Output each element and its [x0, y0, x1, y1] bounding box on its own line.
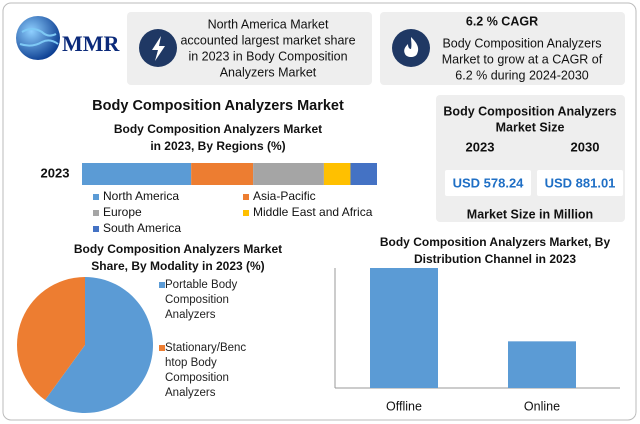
chart-title: Share, By Modality in 2023 (%) [91, 259, 264, 273]
size-value: USD 578.24 [453, 175, 525, 190]
panel-footer: Market Size in Million [467, 207, 593, 221]
year-label: 2030 [571, 139, 600, 154]
info-text: Analyzers Market [220, 65, 317, 79]
info-title: 6.2 % CAGR [466, 14, 538, 28]
info-text: North America Market [208, 17, 329, 31]
info-text: Body Composition Analyzers [442, 36, 601, 50]
panel-title: Market Size [496, 120, 565, 134]
chart-title: Body Composition Analyzers Market [74, 242, 282, 256]
chart-title: Body Composition Analyzers Market, By [380, 235, 611, 249]
legend-label: Europe [103, 205, 142, 219]
pie-slice [45, 277, 153, 413]
info-box [380, 12, 625, 85]
panel-title: Body Composition Analyzers [443, 104, 616, 118]
legend-label: Middle East and Africa [253, 205, 373, 219]
x-tick-label: Online [524, 399, 560, 413]
legend-label: Asia-Pacific [253, 189, 316, 203]
logo-globe [16, 16, 60, 60]
info-text: 6.2 % during 2024-2030 [455, 68, 588, 82]
year-label: 2023 [466, 139, 495, 154]
legend-swatch [93, 226, 99, 232]
legend-swatch [159, 345, 165, 351]
legend-swatch [243, 210, 249, 216]
legend-label: South America [103, 221, 181, 235]
icon-flame [404, 37, 419, 57]
legend-label: North America [103, 189, 179, 203]
value-box [445, 170, 531, 196]
bar-segment [191, 163, 254, 185]
chart-title: in 2023, By Regions (%) [150, 139, 285, 153]
info-box [127, 12, 372, 85]
logo-text: MMR [62, 31, 121, 56]
legend-swatch [159, 282, 165, 288]
icon-bolt [152, 36, 165, 61]
info-text: Market to grow at a CAGR of [442, 52, 603, 66]
size-value: USD 881.01 [545, 175, 616, 190]
value-box [537, 170, 623, 196]
chart-title: Body Composition Analyzers Market [114, 122, 322, 136]
bar [370, 268, 438, 388]
y-tick-label: 2023 [41, 165, 70, 180]
legend-label: Portable Body Composition Analyzers [165, 279, 238, 321]
bar-segment [253, 163, 324, 185]
pie-slice [16, 277, 85, 401]
logo-globe-lines [19, 28, 59, 47]
legend-swatch [243, 194, 249, 200]
bar-segment [323, 163, 351, 185]
icon [392, 29, 430, 67]
bar [508, 341, 576, 388]
x-tick-label: Offline [386, 399, 422, 413]
info-text: accounted largest market share [180, 33, 355, 47]
legend-swatch [93, 194, 99, 200]
bar-segment [82, 163, 192, 185]
legend-label: Stationary/Benchtop Body Composition Ana… [165, 342, 247, 399]
chart-title: Distribution Channel in 2023 [414, 252, 576, 266]
legend-swatch [93, 210, 99, 216]
info-text: in 2023 in Body Composition [188, 49, 347, 63]
bar-segment [350, 163, 377, 185]
heading: Body Composition Analyzers Market [92, 98, 344, 114]
